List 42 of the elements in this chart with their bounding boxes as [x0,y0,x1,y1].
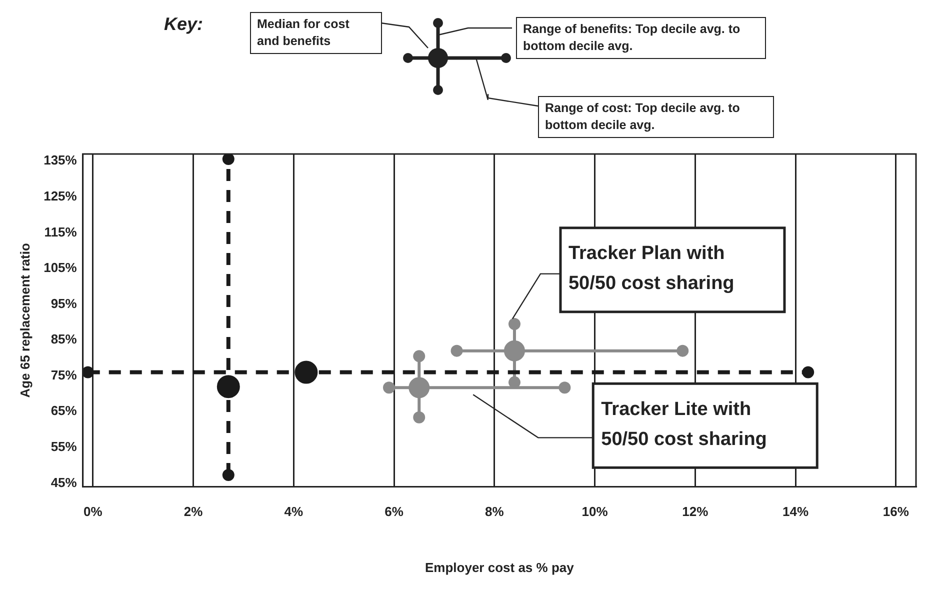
text: Median for cost and benefits [250,12,382,54]
point [676,344,689,357]
point [383,382,396,394]
point [508,318,520,330]
y-tick-label: 135% [44,152,78,168]
y-tick-label: 125% [44,188,78,204]
point [222,154,234,166]
y-axis-title: Age 65 replacement ratio [17,243,32,398]
text: Tracker Lite with 50/50 cost sharing [601,398,767,450]
x-tick-label: 8% [485,504,504,520]
point [294,360,318,384]
point [558,382,571,394]
point [82,366,94,378]
text: Range of cost: Top decile avg. to bottom decile avg. [538,96,774,138]
x-tick-label: 16% [882,504,910,520]
x-tick-label: 2% [184,504,204,520]
y-tick-label: 65% [50,403,78,418]
x-axis-title: Employer cost as % pay [425,560,575,575]
y-tick-label: 45% [50,474,78,490]
text: Key: [164,14,204,35]
point [408,377,430,398]
point [216,375,240,398]
y-tick-label: 85% [50,332,78,347]
x-tick-label: 6% [384,504,404,520]
y-tick-label: 95% [50,296,78,311]
point [413,350,426,362]
point [504,340,525,362]
y-tick-label: 55% [50,439,78,454]
x-tick-label: 10% [582,504,608,520]
point [222,468,234,481]
point [802,366,814,378]
point [413,411,426,424]
x-tick-label: 4% [284,504,304,520]
x-tick-label: 14% [782,504,809,520]
y-tick-label: 115% [44,224,78,240]
y-tick-label: 105% [44,260,78,276]
x-tick-label: 0% [83,504,103,520]
y-tick-label: 75% [50,367,78,382]
text: Range of benefits: Top decile avg. to bottom decile avg. [516,17,766,59]
x-tick-label: 12% [682,504,709,520]
text: Tracker Plan with 50/50 cost sharing [568,243,734,294]
point [450,344,463,357]
